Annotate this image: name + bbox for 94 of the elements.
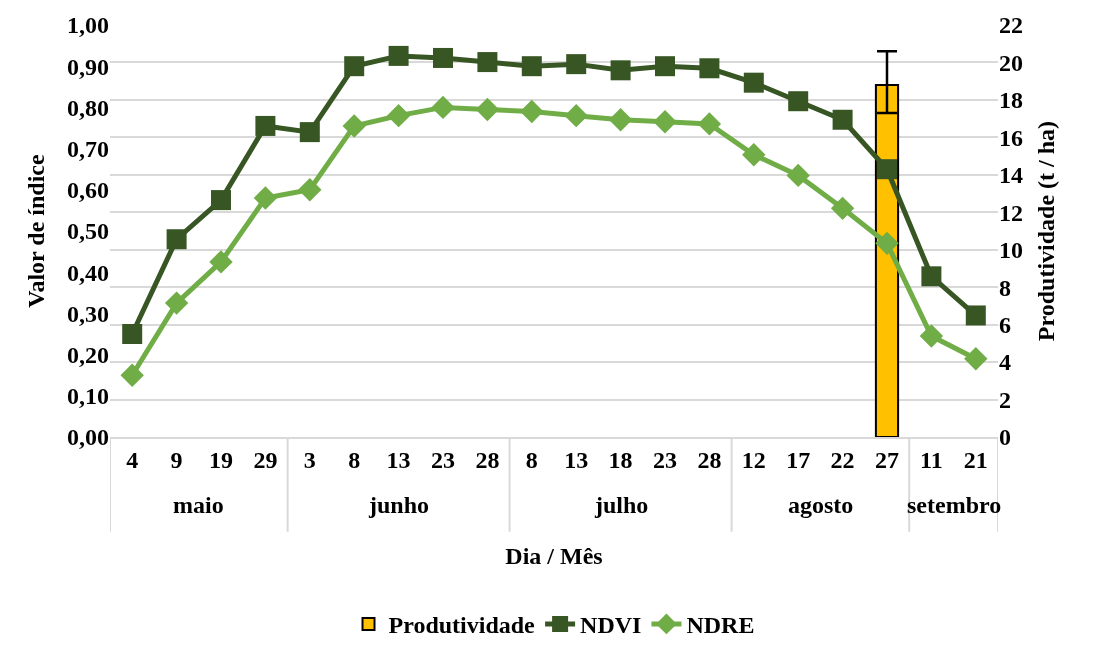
y2-tick-label: 2 bbox=[999, 386, 1011, 413]
point bbox=[475, 97, 500, 122]
point bbox=[164, 291, 189, 315]
x-tick-label: 21 bbox=[963, 446, 988, 473]
x-tick-label: 4 bbox=[126, 446, 139, 473]
point bbox=[166, 229, 187, 250]
point bbox=[477, 52, 498, 73]
x-tick-label: 17 bbox=[786, 446, 811, 473]
y2-tick-label: 10 bbox=[999, 237, 1023, 264]
y2-tick-label: 0 bbox=[999, 424, 1011, 451]
x-tick-label: 9 bbox=[170, 446, 183, 473]
x-tick-label: 22 bbox=[830, 446, 855, 473]
point bbox=[253, 186, 278, 210]
point bbox=[433, 47, 453, 68]
y-tick-label: 0,50 bbox=[67, 218, 109, 245]
y-tick-label: 0,30 bbox=[67, 300, 109, 327]
text: julho bbox=[594, 492, 649, 518]
y2-tick-label: 6 bbox=[999, 312, 1011, 339]
x-tick-label: 3 bbox=[303, 446, 316, 473]
point bbox=[788, 91, 809, 112]
x-tick-label: 8 bbox=[525, 446, 538, 473]
y2-tick-label: 18 bbox=[999, 87, 1023, 114]
point bbox=[655, 56, 675, 77]
x-tick-label: 11 bbox=[920, 446, 943, 473]
point bbox=[520, 99, 544, 124]
x-tick-label: 19 bbox=[209, 446, 233, 473]
point bbox=[830, 196, 855, 221]
y-tick-label: 0,80 bbox=[67, 94, 109, 121]
x-tick-label: 12 bbox=[741, 446, 766, 473]
y-tick-label: 0,40 bbox=[67, 259, 109, 286]
point bbox=[608, 108, 633, 132]
point bbox=[566, 54, 587, 75]
text: maio bbox=[173, 492, 224, 518]
point bbox=[255, 115, 276, 136]
point bbox=[919, 324, 944, 348]
legend-label: Produtividade bbox=[388, 612, 536, 639]
y-tick-label: 1,00 bbox=[67, 12, 109, 39]
y2-tick-label: 12 bbox=[999, 199, 1023, 226]
legend-label: NDVI bbox=[580, 612, 642, 639]
y-tick-label: 0,10 bbox=[67, 383, 109, 410]
x-tick-label: 27 bbox=[875, 446, 899, 473]
point bbox=[699, 58, 720, 79]
point bbox=[697, 112, 722, 136]
point bbox=[964, 347, 988, 371]
x-tick-label: 13 bbox=[564, 446, 589, 473]
y-tick-label: 0,70 bbox=[67, 136, 109, 162]
text: junho bbox=[368, 492, 430, 518]
text: setembro bbox=[907, 492, 1002, 518]
point bbox=[743, 72, 764, 93]
y-tick-label: 0,90 bbox=[67, 53, 109, 80]
point bbox=[122, 324, 143, 344]
point bbox=[211, 190, 231, 211]
point bbox=[120, 363, 144, 387]
point bbox=[386, 103, 411, 128]
y2-tick-label: 20 bbox=[999, 49, 1023, 76]
x-tick-label: 29 bbox=[253, 446, 278, 473]
point bbox=[742, 143, 766, 167]
point bbox=[877, 159, 897, 180]
y-axis-title: Valor de índice bbox=[23, 153, 50, 308]
x-tick-label: 23 bbox=[431, 446, 455, 473]
x-tick-label: 18 bbox=[608, 446, 633, 473]
x-tick-label: 28 bbox=[475, 446, 500, 473]
y2-tick-label: 8 bbox=[999, 274, 1011, 301]
point bbox=[875, 231, 899, 256]
x-tick-label: 13 bbox=[386, 446, 411, 473]
point bbox=[832, 109, 853, 130]
point bbox=[209, 250, 233, 274]
point bbox=[298, 178, 322, 202]
point bbox=[921, 266, 942, 287]
point bbox=[388, 45, 409, 66]
point bbox=[344, 56, 365, 77]
y2-axis-title: Produtividade (t / ha) bbox=[1033, 120, 1060, 342]
y2-tick-label: 16 bbox=[999, 124, 1023, 151]
x-tick-label: 23 bbox=[653, 446, 677, 473]
point bbox=[521, 56, 542, 77]
y2-tick-label: 22 bbox=[999, 12, 1023, 39]
point bbox=[653, 110, 677, 134]
point bbox=[564, 103, 588, 128]
y-tick-label: 0,60 bbox=[67, 177, 109, 204]
x-tick-label: 8 bbox=[348, 446, 361, 473]
point bbox=[610, 60, 631, 81]
x-tick-label: 28 bbox=[697, 446, 722, 473]
x-axis-title: Dia / Mês bbox=[505, 542, 603, 569]
point bbox=[965, 305, 986, 326]
y2-tick-label: 4 bbox=[999, 349, 1011, 376]
point bbox=[342, 114, 366, 138]
y2-tick-label: 14 bbox=[999, 162, 1023, 189]
y-tick-label: 0,20 bbox=[67, 342, 109, 368]
y-tick-label: 0,00 bbox=[67, 424, 109, 451]
point bbox=[786, 163, 810, 188]
point bbox=[299, 122, 320, 143]
legend-label: NDRE bbox=[686, 612, 755, 639]
point bbox=[431, 95, 455, 120]
text: agosto bbox=[788, 492, 854, 518]
